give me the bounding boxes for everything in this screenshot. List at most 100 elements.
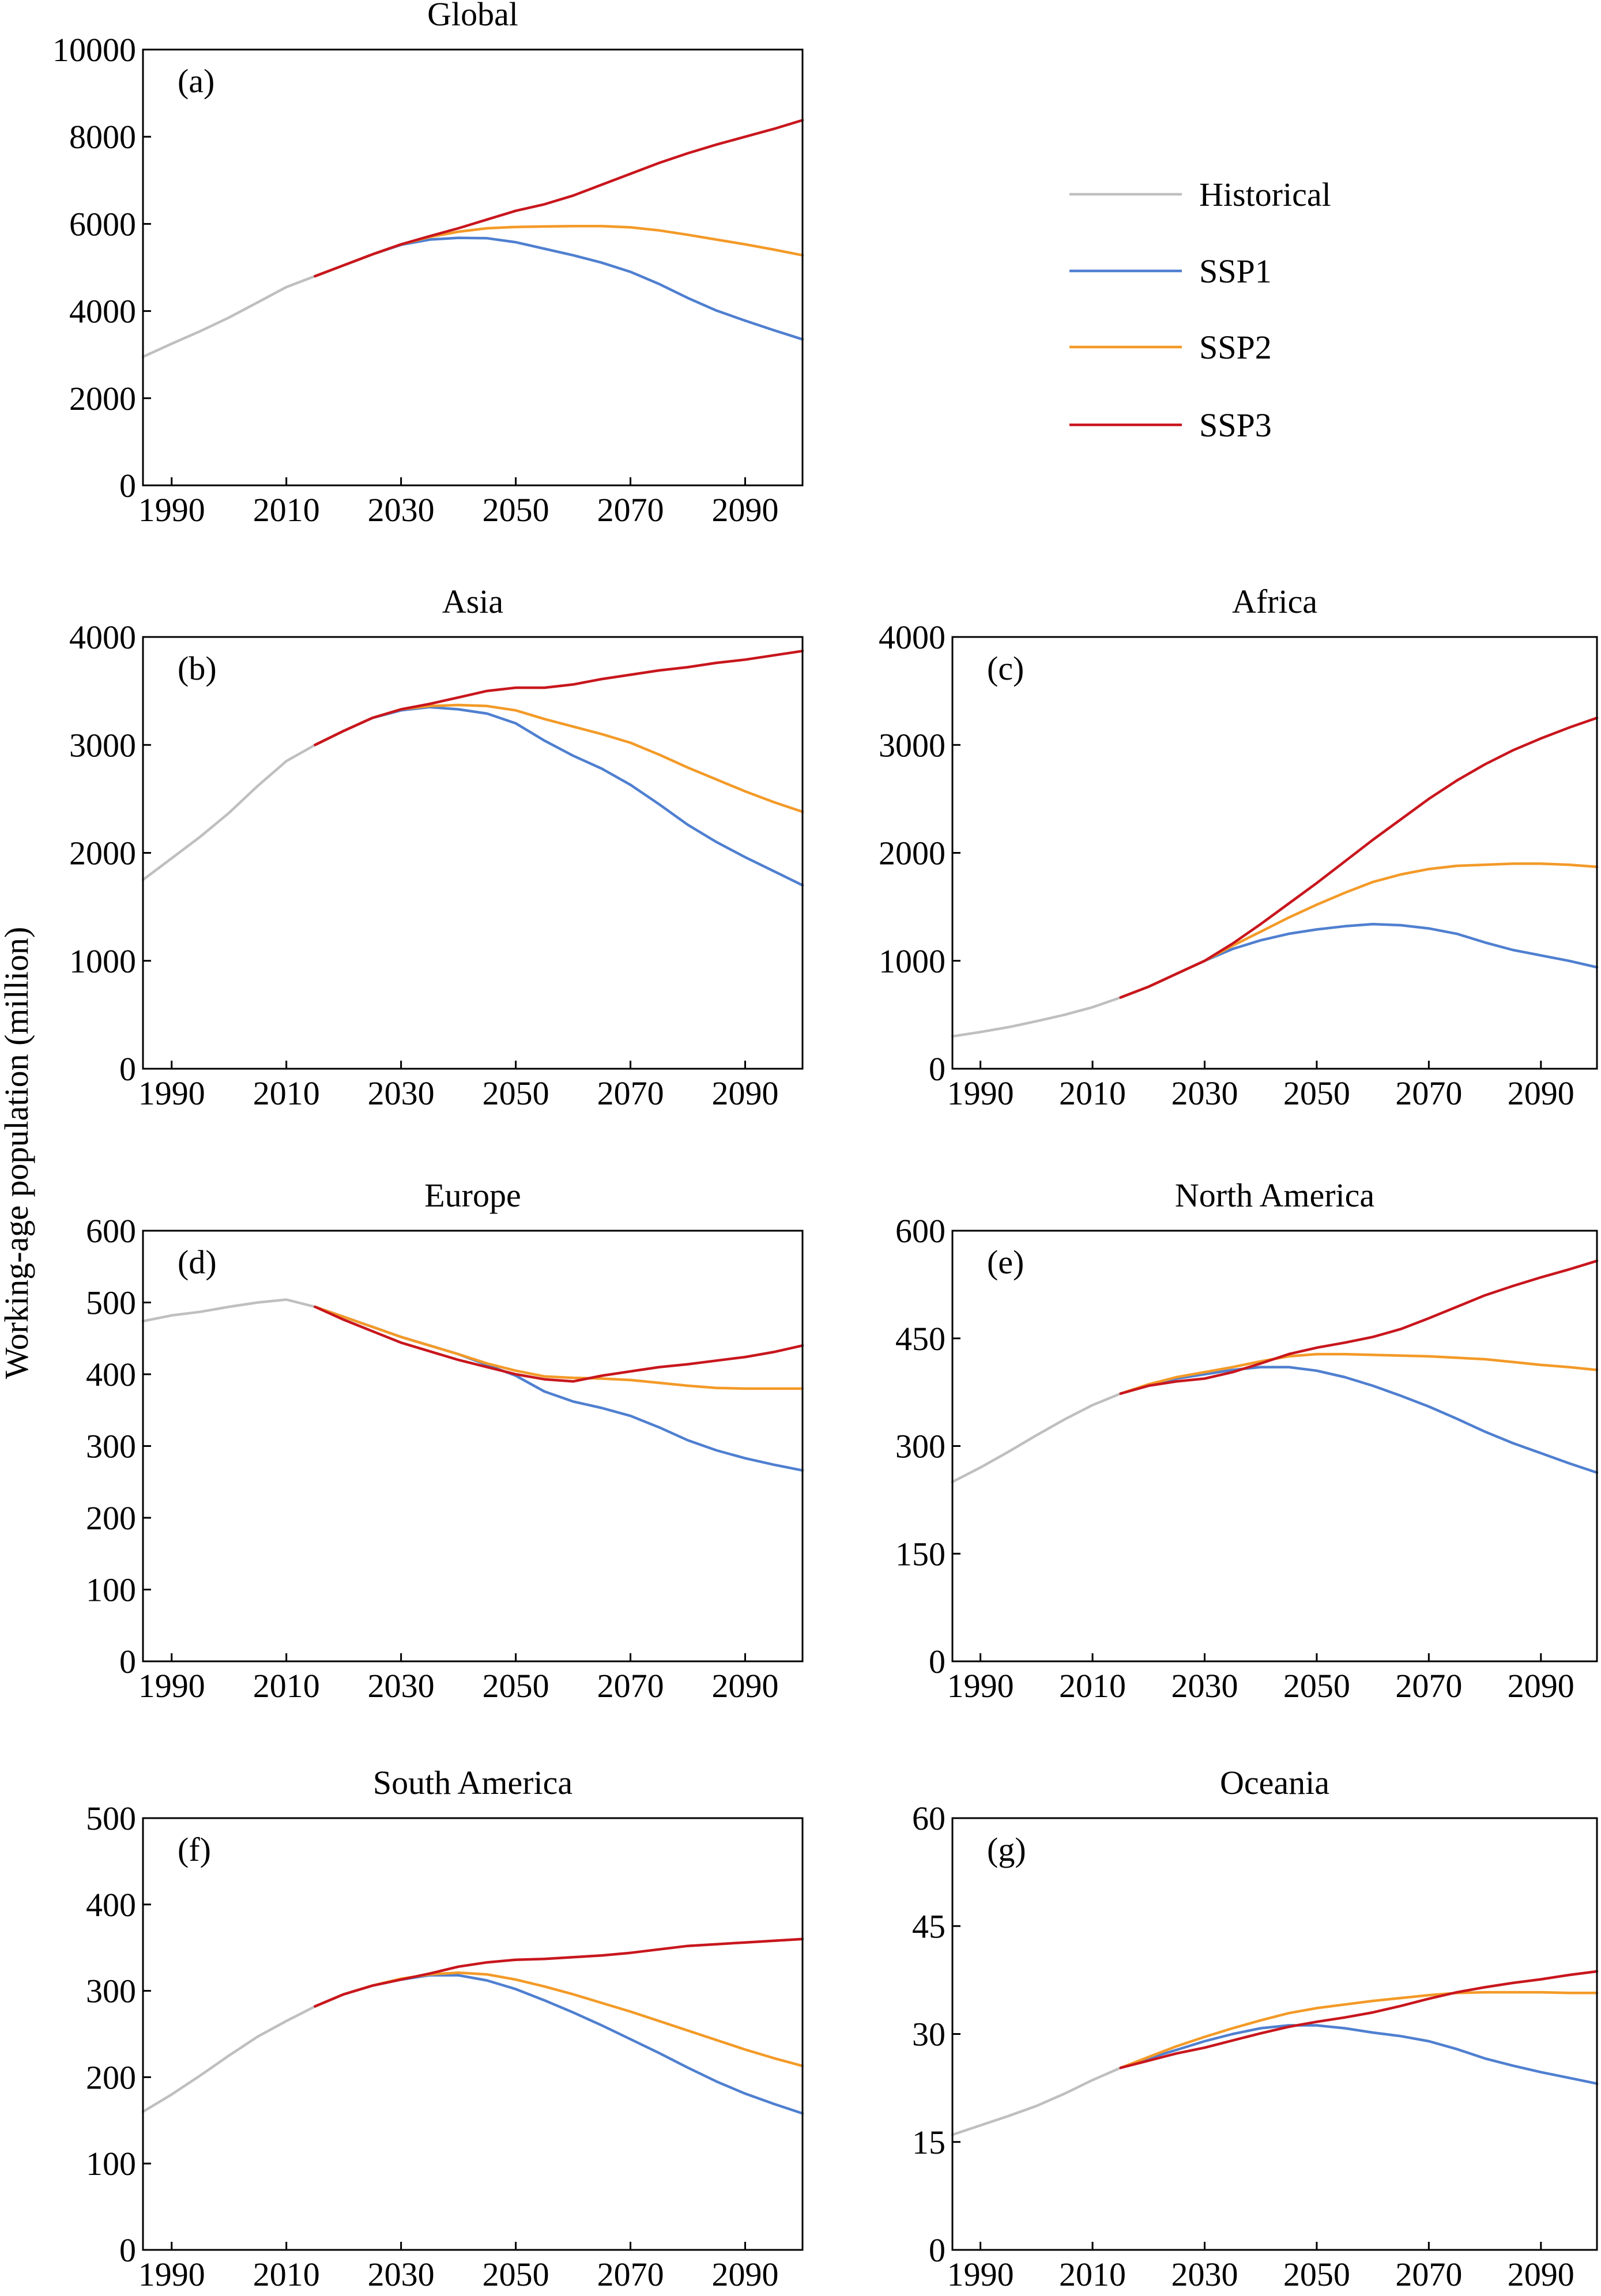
series-line-ssp3-asia <box>314 650 804 747</box>
y-tick-label: 300 <box>895 1428 945 1465</box>
series-line-ssp3-europe <box>314 1305 804 1383</box>
panel-north-america: 1990 2010 2030 2050 2070 2090 0 150 300 450 600 Nor… <box>895 1177 1599 1705</box>
panel-label: (g) <box>987 1831 1026 1868</box>
x-tick-label: 2050 <box>1283 1667 1350 1705</box>
y-tick-label: 6000 <box>69 205 136 243</box>
panel-label: (e) <box>987 1243 1024 1281</box>
panel-title: Global <box>427 0 518 33</box>
y-tick-label: 0 <box>929 2231 945 2269</box>
x-tick-label: 1990 <box>947 1075 1014 1112</box>
x-tick-label: 2090 <box>712 1667 779 1705</box>
series-line-historical-asia <box>141 744 317 881</box>
x-tick-label: 1990 <box>947 1667 1014 1705</box>
plot-frame <box>142 636 804 1070</box>
legend-item-ssp3: SSP3 <box>1069 406 1272 444</box>
series-line-historical-africa <box>951 996 1122 1038</box>
x-tick-label: 2030 <box>368 2256 435 2293</box>
y-tick-label: 15 <box>912 2124 945 2161</box>
series-line-ssp3-south-america <box>314 1937 804 2008</box>
x-tick-label: 2050 <box>483 1075 549 1112</box>
series-line-historical-oceania <box>951 2066 1122 2136</box>
x-tick-label: 2070 <box>597 2256 664 2293</box>
legend-label: SSP3 <box>1199 406 1272 444</box>
series-line-ssp3-global <box>314 119 804 278</box>
series-line-historical-global <box>141 274 317 359</box>
y-tick-label: 0 <box>119 467 136 504</box>
y-tick-label: 500 <box>86 1800 136 1837</box>
panels: 1990 2010 2030 2050 2070 20900200040006000800… <box>52 0 1599 2293</box>
legend: Historical SSP1 SSP2 SSP3 <box>1069 176 1331 444</box>
panel-africa: 1990 2010 2030 2050 2070 2090 0 1000 2000 3000 400… <box>879 583 1599 1112</box>
y-tick-label: 2000 <box>69 380 136 417</box>
x-tick-label: 1990 <box>138 1667 205 1705</box>
y-tick-label: 200 <box>86 1499 136 1537</box>
panel-title: Asia <box>442 583 503 620</box>
series-line-ssp3-oceania <box>1119 1970 1599 2069</box>
y-tick-label: 1000 <box>879 942 945 980</box>
x-tick-label: 2030 <box>368 1667 435 1705</box>
series-line-ssp1-global <box>314 236 804 341</box>
y-tick-label: 0 <box>119 1050 136 1088</box>
series-line-ssp2-south-america <box>314 1971 804 2068</box>
series-line-ssp2-oceania <box>1119 1990 1599 2069</box>
x-tick-label: 2050 <box>483 1667 549 1705</box>
y-tick-label: 300 <box>86 1428 136 1465</box>
series-line-ssp2-north-america <box>1119 1352 1599 1395</box>
x-tick-label: 2090 <box>712 1075 779 1112</box>
x-tick-label: 2030 <box>1171 1667 1238 1705</box>
legend-item-ssp1: SSP1 <box>1069 252 1272 290</box>
panel-asia: 1990 2010 2030 2050 2070 2090 0 1000 2000 3000 400… <box>69 583 804 1112</box>
y-tick-label: 4000 <box>69 293 136 330</box>
y-tick-label: 60 <box>912 1800 945 1837</box>
y-tick-label: 400 <box>86 1356 136 1393</box>
x-tick-label: 2010 <box>253 491 320 529</box>
series-line-historical-europe <box>141 1298 317 1323</box>
x-tick-label: 2030 <box>368 491 435 529</box>
x-tick-label: 2070 <box>597 1075 664 1112</box>
x-tick-label: 2010 <box>253 1075 320 1112</box>
x-tick-label: 2050 <box>1283 1075 1350 1112</box>
panel-title: Africa <box>1232 583 1317 620</box>
series-line-ssp1-north-america <box>1119 1366 1599 1474</box>
x-tick-label: 2070 <box>1395 1667 1462 1705</box>
x-tick-label: 2010 <box>253 2256 320 2293</box>
panel-label: (c) <box>987 650 1024 687</box>
x-tick-label: 2090 <box>1508 1075 1574 1112</box>
y-tick-label: 0 <box>119 1643 136 1680</box>
plot-frame <box>951 1230 1598 1662</box>
series-line-ssp3-africa <box>1119 717 1599 999</box>
y-tick-label: 4000 <box>69 619 136 656</box>
x-tick-label: 2030 <box>1171 1075 1238 1112</box>
x-tick-label: 1990 <box>947 2256 1014 2293</box>
legend-item-ssp2: SSP2 <box>1069 329 1272 366</box>
y-tick-label: 30 <box>912 2016 945 2053</box>
panel-label: (a) <box>178 62 214 100</box>
panel-europe: 1990 2010 2030 2050 2070 2090 0 100 200 300 400 500… <box>86 1177 804 1705</box>
y-tick-label: 600 <box>86 1212 136 1250</box>
x-tick-label: 2010 <box>1059 1667 1126 1705</box>
series-line-ssp1-africa <box>1119 922 1599 999</box>
y-tick-label: 0 <box>119 2231 136 2269</box>
y-tick-label: 1000 <box>69 942 136 980</box>
legend-item-historical: Historical <box>1069 176 1331 213</box>
x-tick-label: 2090 <box>712 491 779 529</box>
x-tick-label: 2090 <box>1508 2256 1574 2293</box>
plot-frame <box>142 1817 804 2251</box>
y-tick-label: 3000 <box>69 726 136 764</box>
panel-label: (d) <box>178 1243 217 1281</box>
x-tick-label: 2030 <box>1171 2256 1238 2293</box>
series-line-ssp2-asia <box>314 703 804 813</box>
series-line-ssp2-europe <box>314 1305 804 1390</box>
series-line-ssp2-africa <box>1119 862 1599 999</box>
panel-title: Oceania <box>1220 1764 1329 1801</box>
panel-oceania: 1990 2010 2030 2050 2070 2090 0 15 30 45 60 Oceania… <box>912 1764 1599 2293</box>
panel-label: (f) <box>178 1831 211 1868</box>
y-tick-label: 0 <box>929 1050 945 1088</box>
x-tick-label: 2090 <box>1508 1667 1574 1705</box>
panel-title: South America <box>373 1764 572 1801</box>
legend-label: SSP2 <box>1199 329 1272 366</box>
series-line-ssp1-oceania <box>1119 2024 1599 2085</box>
y-tick-label: 150 <box>895 1535 945 1573</box>
x-tick-label: 2070 <box>1395 1075 1462 1112</box>
y-tick-label: 0 <box>929 1643 945 1680</box>
